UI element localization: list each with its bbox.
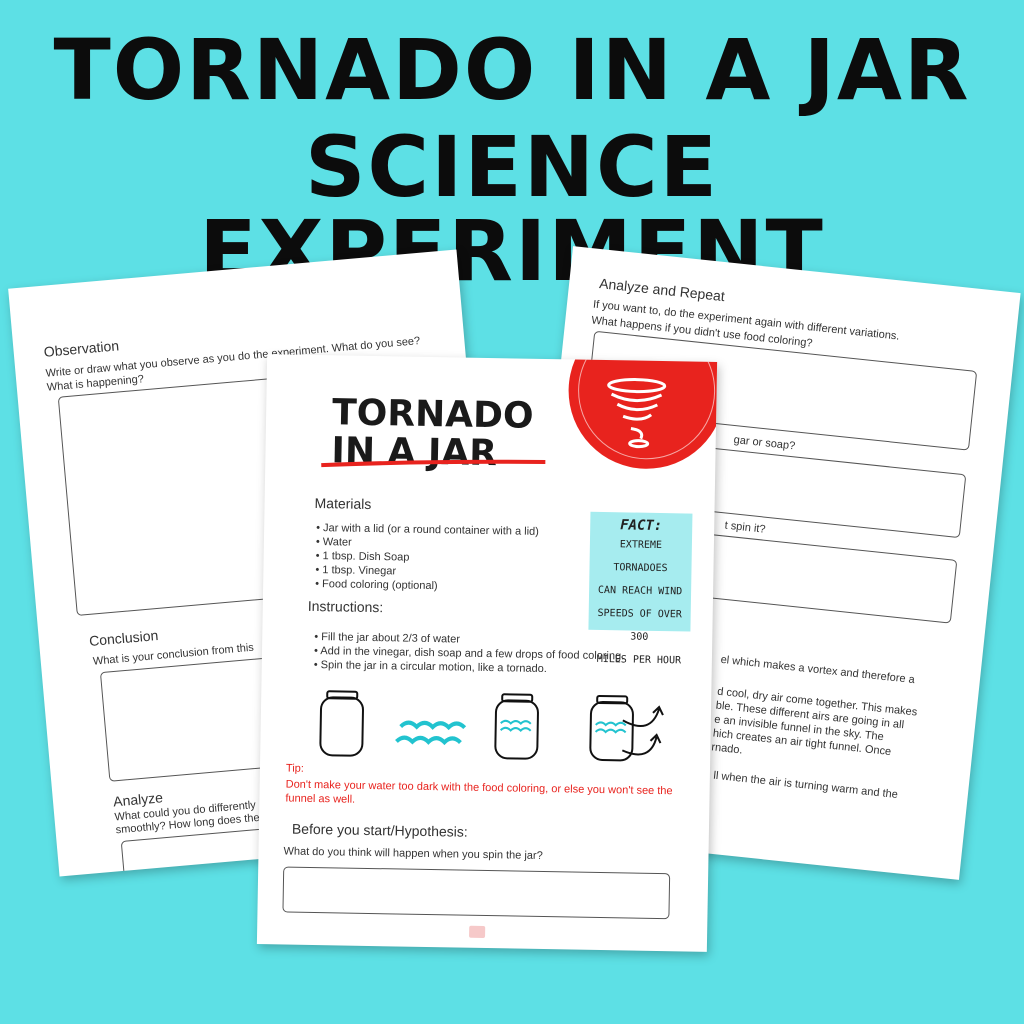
- instructions-title: Instructions:: [307, 597, 384, 616]
- instructions-list: Fill the jar about 2/3 of water Add in t…: [314, 630, 625, 677]
- question-3: t spin it?: [724, 519, 767, 536]
- brand-logo: [469, 925, 486, 939]
- materials-list: Jar with a lid (or a round container wit…: [315, 521, 539, 595]
- hypothesis-prompt: What do you think will happen when you s…: [283, 845, 543, 863]
- hypothesis-answer-box[interactable]: [282, 866, 671, 920]
- fact-title: FACT:: [620, 517, 663, 535]
- fact-line: EXTREME TORNADOES: [613, 539, 668, 575]
- observation-title: Observation: [43, 337, 120, 360]
- fact-line: CAN REACH WIND: [597, 584, 683, 598]
- explanation-line: rnado.: [710, 741, 744, 757]
- explanation-line: ll when the air is turning warm and the: [712, 769, 899, 802]
- materials-title: Materials: [314, 494, 372, 512]
- question-2: gar or soap?: [733, 433, 796, 453]
- tornado-badge-icon: [568, 354, 718, 469]
- hypothesis-title: Before you start/Hypothesis:: [291, 820, 468, 840]
- fact-box: FACT: EXTREME TORNADOES CAN REACH WIND S…: [588, 511, 693, 666]
- steps-illustration: [319, 690, 664, 762]
- water-waves-icon: [395, 720, 467, 746]
- analyze-repeat-title: Analyze and Repeat: [598, 275, 726, 305]
- analyze-title: Analyze: [112, 789, 164, 810]
- tornado-jar-worksheet: TORNADO IN A JAR Materials Jar with a li…: [256, 354, 718, 952]
- empty-jar-icon: [319, 696, 364, 757]
- material-item: Food coloring (optional): [315, 577, 538, 595]
- explanation-line: el which makes a vortex and therefore a: [720, 653, 916, 687]
- title-underline: [321, 459, 546, 468]
- tip-text-2: funnel as well.: [285, 792, 356, 806]
- headline-line-2: SCIENCE EXPERIMENT: [199, 118, 825, 300]
- front-title-1: TORNADO: [331, 392, 534, 437]
- headline-line-1: TORNADO IN A JAR: [53, 21, 971, 119]
- conclusion-title: Conclusion: [88, 627, 159, 649]
- tip-label: Tip:: [285, 762, 304, 775]
